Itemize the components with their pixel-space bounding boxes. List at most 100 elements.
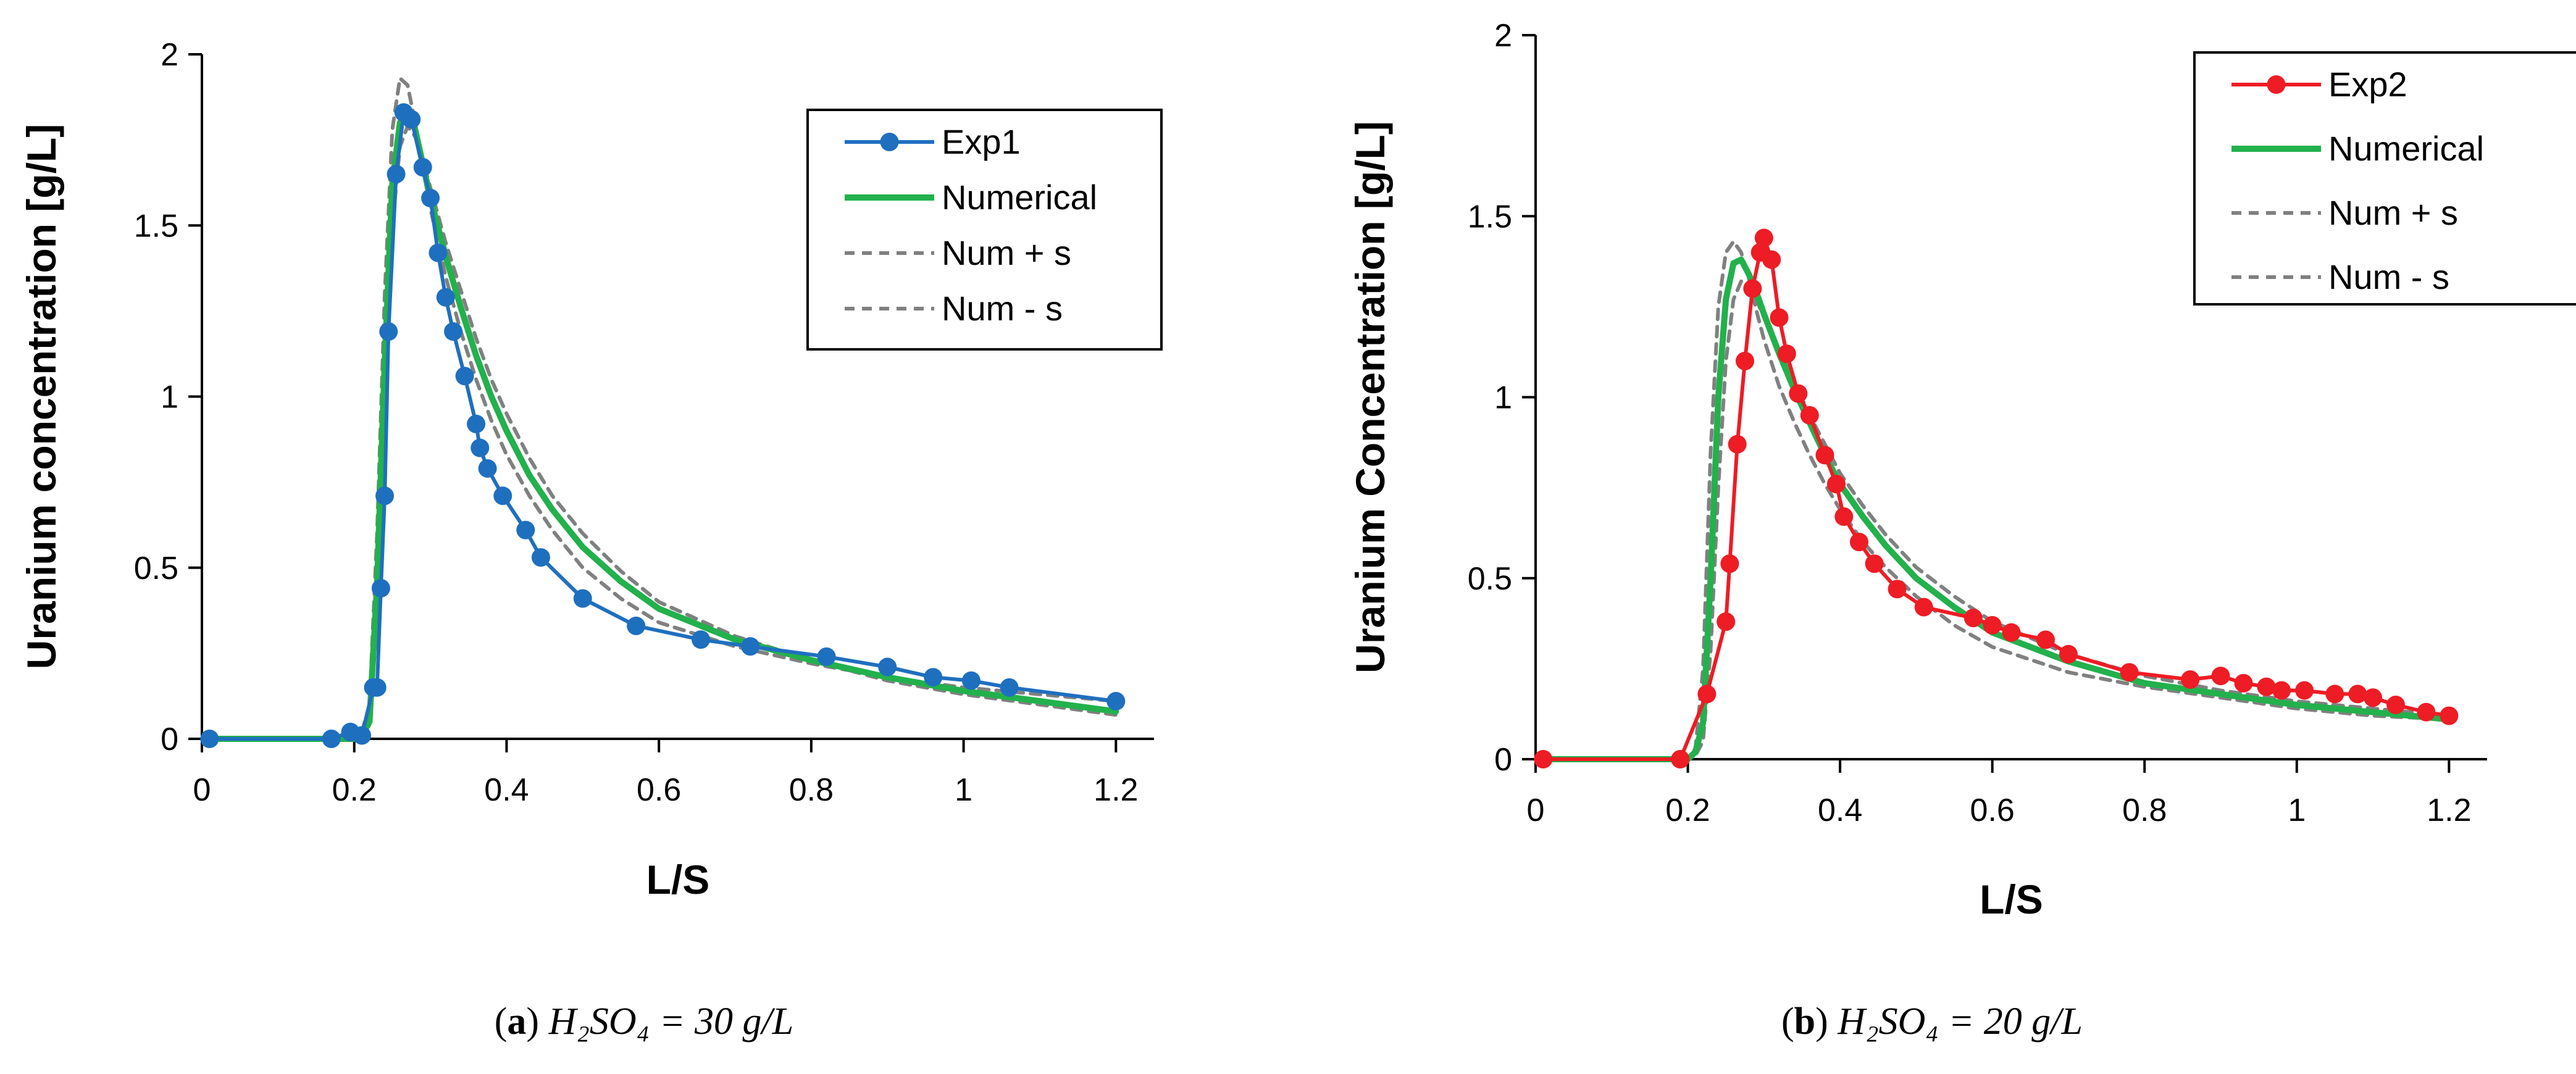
data-point-exp2 [1717,612,1736,631]
data-point-exp1 [924,668,943,687]
data-point-exp2 [2257,677,2276,696]
x-tick-label: 0.4 [1818,793,1862,828]
y-tick-label: 0 [161,722,178,757]
data-point-exp1 [387,165,406,184]
y-tick-label: 1.5 [1468,199,1512,235]
data-point-exp1 [470,438,490,457]
x-tick-label: 0.6 [637,772,681,808]
data-point-exp2 [2234,673,2253,693]
data-point-exp2 [2272,681,2291,700]
legend-label: Num + s [2328,193,2458,232]
y-axis-title: Uranium concentration [g/L] [19,124,64,670]
data-point-exp2 [1983,615,2002,635]
data-point-exp1 [878,657,897,676]
data-point-exp2 [1762,250,1781,269]
data-point-exp2 [2440,706,2459,725]
data-point-exp2 [2181,670,2200,689]
series-line-num-s [1541,239,2451,761]
data-point-exp2 [1736,351,1755,370]
data-point-exp1 [961,671,981,690]
data-point-exp1 [402,110,421,129]
x-tick-label: 0.2 [332,772,377,808]
x-tick-label: 0 [1527,793,1545,828]
data-point-exp2 [1789,384,1808,403]
data-point-exp1 [444,322,463,341]
data-point-exp1 [353,726,372,745]
data-point-exp2 [1849,533,1868,552]
data-point-exp1 [1000,678,1019,697]
data-point-exp2 [1754,228,1773,248]
x-tick-label: 1.2 [2427,793,2471,828]
data-point-exp1 [531,548,550,567]
data-point-exp2 [1865,554,1884,573]
y-tick-label: 1 [1494,380,1512,416]
data-point-exp1 [413,157,432,177]
chart-panel-a: 0 0.5 1 1.5 2 0 0.2 0.4 0.6 0.8 1 1.2 L/S Uranium con… [19,37,1163,1043]
data-point-exp1 [375,486,395,506]
chart-panel-b: 0 0.5 1 1.5 2 0 0.2 0.4 0.6 0.8 1 1.2 L/S Uranium Con… [1347,18,2576,1043]
series-line-exp2 [1541,236,2451,761]
legend-marker [2267,75,2286,94]
x-tick-label: 0.4 [484,772,529,808]
data-point-exp2 [1777,344,1796,364]
x-tick-label: 1 [2288,793,2306,828]
legend-label: Num - s [942,289,1063,328]
data-point-exp1 [573,589,592,608]
series-line-exp1 [207,110,1118,741]
data-point-exp1 [429,243,448,262]
y-tick-label: 1.5 [134,208,178,244]
data-point-exp2 [2036,630,2055,649]
data-point-exp1 [379,322,398,341]
data-point-exp2 [1697,685,1717,704]
data-point-exp1 [1106,692,1126,711]
panel-caption: (a) H₂SO₄ = 30 g/L [495,1001,794,1043]
data-point-exp2 [1815,446,1834,465]
data-point-exp2 [1534,750,1553,768]
data-point-exp1 [421,188,440,207]
data-point-exp2 [2364,688,2383,707]
y-axis-title: Uranium Concentration [g/L] [1347,121,1393,673]
y-tick-label: 1 [161,380,178,415]
y-tick-label: 0 [1494,742,1512,778]
data-point-exp2 [1743,279,1762,298]
legend-box [2193,51,2576,306]
data-point-exp1 [478,459,497,478]
data-point-exp2 [1728,435,1747,454]
data-point-exp2 [1834,507,1854,527]
data-point-exp1 [455,367,474,386]
data-point-exp1 [817,647,836,666]
x-axis-title: L/S [646,857,710,902]
legend-label: Exp2 [2328,65,2407,104]
data-point-exp2 [2295,681,2314,700]
data-point-exp2 [1888,580,1907,599]
data-point-exp1 [367,678,387,697]
data-point-exp1 [322,730,341,748]
data-point-exp2 [2211,667,2230,686]
x-tick-label: 0.6 [1970,793,2015,828]
data-point-exp2 [1770,308,1789,327]
data-point-exp2 [2386,696,2406,715]
legend-label: Num - s [2328,257,2449,296]
data-point-exp1 [200,730,219,748]
data-point-exp2 [1826,475,1846,494]
y-tick-label: 0.5 [1468,561,1512,597]
legend-label: Numerical [942,178,1097,217]
x-tick-label: 0.8 [2122,793,2167,828]
series-line-numerical [1540,256,2453,762]
x-tick-label: 0 [193,772,211,808]
legend-label: Numerical [2328,129,2484,168]
legend-label: Exp1 [942,122,1021,161]
x-tick-label: 0.8 [789,772,834,808]
data-point-exp2 [2120,663,2139,682]
data-point-exp2 [2002,623,2021,642]
y-tick-label: 0.5 [134,551,178,586]
data-point-exp2 [1720,554,1739,573]
x-axis-title: L/S [1980,876,2043,922]
legend-label: Num + s [942,233,1071,272]
y-tick-label: 2 [161,37,178,73]
data-point-exp2 [2417,702,2436,722]
data-point-exp1 [516,520,535,539]
data-point-exp2 [2059,644,2078,664]
data-point-exp1 [741,637,760,656]
